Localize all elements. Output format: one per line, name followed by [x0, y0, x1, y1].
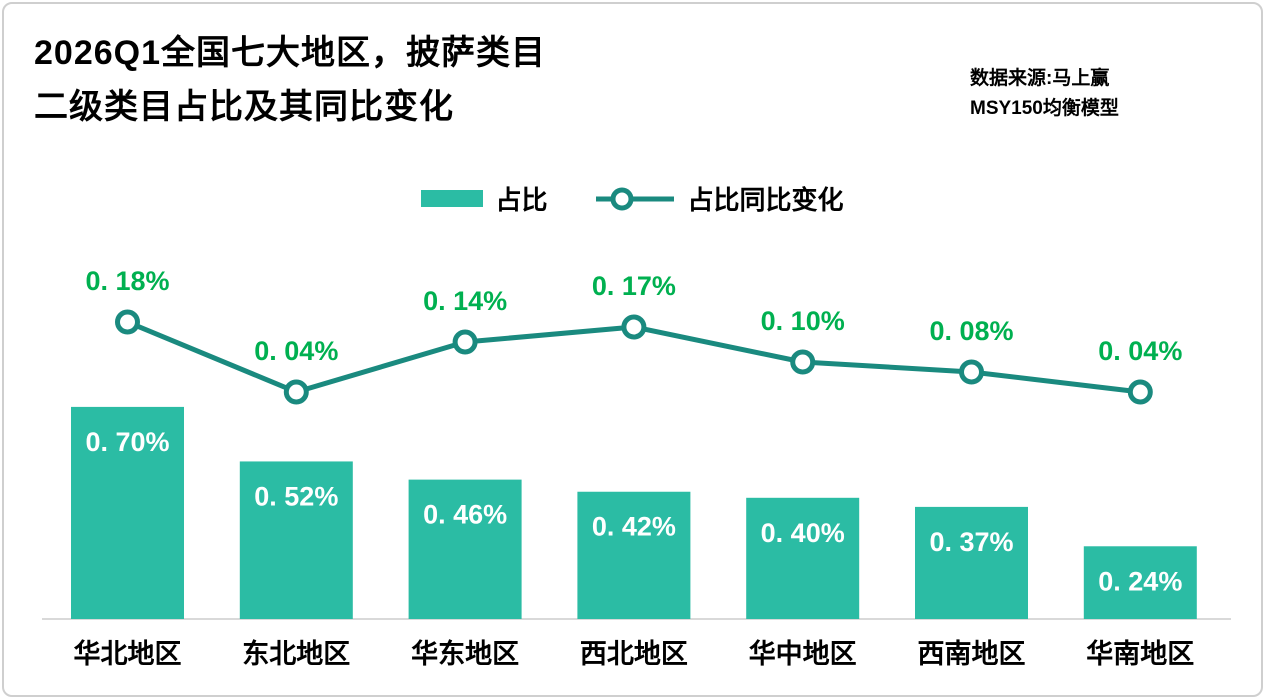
chart-title-line2: 二级类目占比及其同比变化	[34, 88, 454, 126]
line-value-label: 0. 10%	[761, 306, 845, 336]
legend-item-bar: 占比	[421, 180, 548, 217]
line-value-label: 0. 04%	[254, 336, 338, 366]
category-label-华南地区: 华南地区	[1086, 638, 1194, 669]
line-marker	[452, 329, 478, 355]
bar-华东地区	[408, 479, 522, 619]
data-source-line2: MSY150均衡模型	[970, 98, 1119, 119]
line-marker	[959, 359, 984, 385]
category-label-西北地区: 西北地区	[580, 639, 688, 669]
bar-东北地区	[239, 461, 353, 619]
bar-华中地区	[746, 497, 860, 619]
bar-value-label: 0. 37%	[929, 527, 1013, 557]
category-label-东北地区: 东北地区	[242, 638, 350, 669]
category-label-华北地区: 华北地区	[74, 638, 182, 669]
line-value-label: 0. 14%	[423, 286, 507, 316]
line-marker	[621, 314, 647, 340]
bar-value-label: 0. 70%	[85, 427, 169, 457]
line-marker	[790, 349, 816, 375]
bar-value-label: 0. 52%	[254, 481, 338, 511]
data-source-line1: 数据来源:马上赢	[970, 68, 1110, 89]
bar-series-label: 占比	[495, 185, 548, 215]
bar-value-label: 0. 24%	[1098, 566, 1182, 596]
line-series-marker-icon	[595, 187, 674, 210]
bar-value-label: 0. 42%	[592, 512, 676, 542]
legend-item-line: 占比同比变化	[594, 180, 844, 217]
bar-value-label: 0. 46%	[423, 500, 507, 530]
category-label-西南地区: 西南地区	[918, 639, 1026, 669]
category-label-华中地区: 华中地区	[749, 638, 857, 669]
combo-bar-line-chart: 0. 70% 华北地区 0. 52% 东北地区 0. 46% 华东地区 0. 42% 西北地区…	[42, 266, 1231, 669]
category-label-华东地区: 华东地区	[411, 638, 519, 669]
bar-西南地区	[915, 506, 1028, 619]
bar-华北地区	[71, 406, 184, 619]
line-value-label: 0. 04%	[1098, 336, 1182, 366]
bar-西北地区	[577, 491, 691, 619]
chart-legend: 占比 占比同比变化	[4, 180, 1261, 217]
bar-华南地区	[1083, 546, 1197, 619]
line-series-label: 占比同比变化	[687, 185, 844, 215]
bar-value-label: 0. 40%	[761, 518, 845, 548]
line-marker	[283, 379, 309, 405]
data-source-note: 数据来源:马上赢 MSY150均衡模型	[970, 64, 1119, 124]
line-value-label: 0. 18%	[85, 266, 169, 296]
line-marker	[115, 309, 140, 335]
line-value-label: 0. 08%	[929, 316, 1013, 346]
line-marker	[1127, 379, 1153, 405]
chart-title: 2026Q1全国七大地区，披萨类目 二级类目占比及其同比变化	[34, 26, 546, 134]
line-value-label: 0. 17%	[592, 271, 676, 301]
bar-series-swatch	[421, 190, 484, 207]
chart-title-line1: 2026Q1全国七大地区，披萨类目	[34, 34, 546, 72]
